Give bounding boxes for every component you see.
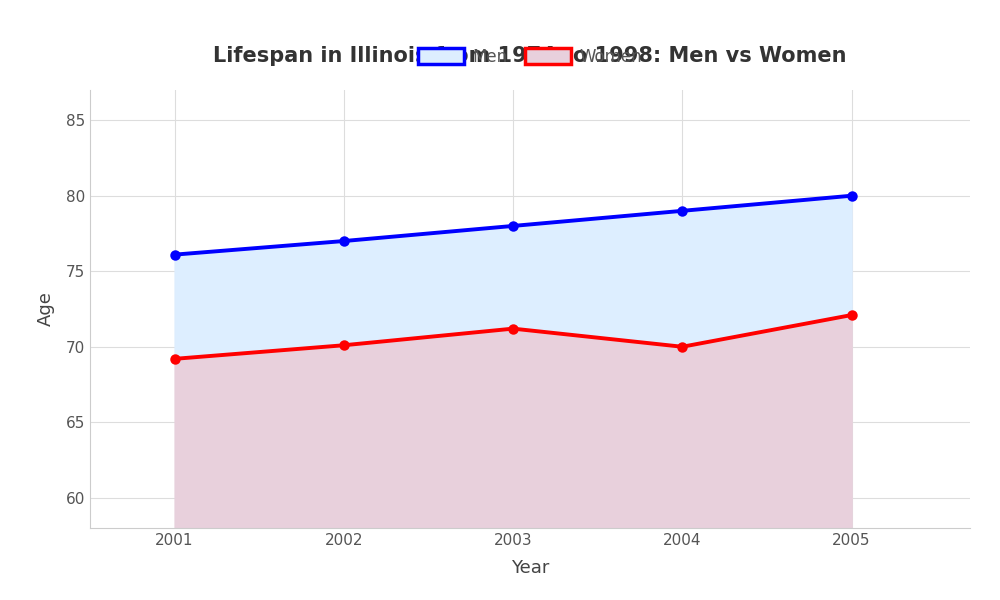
X-axis label: Year: Year [511,559,549,577]
Legend: Men, Women: Men, Women [411,41,649,73]
Title: Lifespan in Illinois from 1974 to 1998: Men vs Women: Lifespan in Illinois from 1974 to 1998: … [213,46,847,66]
Y-axis label: Age: Age [37,292,55,326]
